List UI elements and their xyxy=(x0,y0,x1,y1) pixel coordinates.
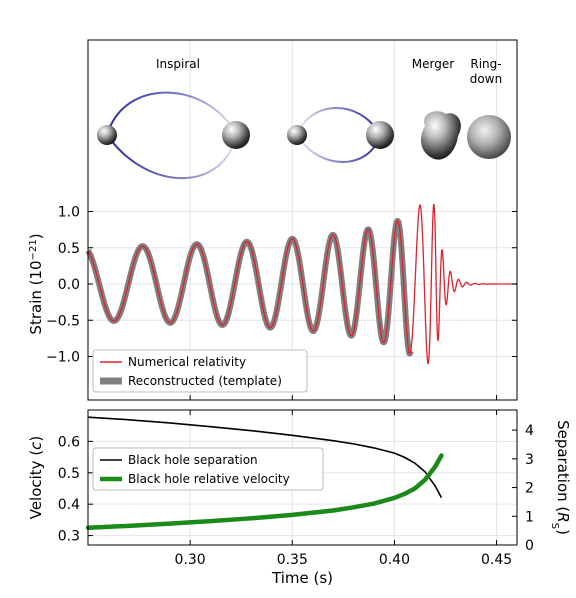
ringdown-black-hole xyxy=(467,115,511,159)
strain-panel: Inspiral Merger Ring-down 1.0 0.5 0.0 −0.5 −1.… xyxy=(27,39,518,401)
separation-y-tick-label: 0 xyxy=(525,538,534,554)
legend-template-label: Reconstructed (template) xyxy=(128,374,282,388)
separation-axis-label: Separation (RS) xyxy=(550,420,573,535)
separation-line xyxy=(87,416,443,498)
strain-legend-box xyxy=(92,349,308,393)
strain-axis-label: Strain (10−21) xyxy=(27,233,45,334)
strain-y-tick-label: 0.0 xyxy=(58,277,80,293)
velocity-legend-box xyxy=(92,447,324,491)
black-hole-small-2 xyxy=(287,125,307,145)
velocity-y-tick-label: 0.5 xyxy=(58,466,80,482)
black-hole-large-1 xyxy=(222,121,250,149)
phase-annotation: Ring-down xyxy=(470,57,502,86)
velocity-plot-frame xyxy=(87,409,518,546)
separation-y-tick-label: 1 xyxy=(525,509,534,525)
separation-y-tick-label: 3 xyxy=(525,452,534,468)
time-x-ticks: 0.30 0.35 0.40 0.45 xyxy=(175,410,512,568)
legend-velocity-label: Black hole relative velocity xyxy=(128,472,290,486)
numerical-relativity-line xyxy=(87,203,518,365)
phase-annotation: Merger xyxy=(412,57,454,71)
separation-y-tick-label: 2 xyxy=(525,481,534,497)
strain-legend: Numerical relativity Reconstructed (temp… xyxy=(92,349,308,393)
velocity-legend: Black hole separation Black hole relativ… xyxy=(92,447,324,491)
phase-annotation: Inspiral xyxy=(156,57,200,71)
strain-y-tick-label: −0.5 xyxy=(46,313,80,329)
velocity-y-ticks: 0.3 0.4 0.5 0.6 xyxy=(58,434,93,545)
velocity-y-tick-label: 0.6 xyxy=(58,434,80,450)
velocity-line xyxy=(85,453,444,530)
phase-annotations: Inspiral Merger Ring-down xyxy=(156,57,502,86)
time-x-tick-label: 0.30 xyxy=(175,552,206,568)
time-x-tick-label: 0.40 xyxy=(379,552,410,568)
legend-separation-label: Black hole separation xyxy=(128,453,258,467)
strain-y-ticks: 1.0 0.5 0.0 −0.5 −1.0 xyxy=(46,205,517,400)
velocity-y-tick-label: 0.3 xyxy=(58,529,80,545)
strain-y-tick-label: 0.5 xyxy=(58,241,80,257)
time-x-tick-label: 0.35 xyxy=(277,552,308,568)
black-hole-small-1 xyxy=(97,125,117,145)
time-axis-label: Time (s) xyxy=(271,569,333,587)
velocity-panel: 0.30 0.35 0.40 0.45 0.3 0.4 0.5 0.6 0 1 2 3 4 Time… xyxy=(27,409,573,587)
velocity-axis-label: Velocity (c) xyxy=(27,436,45,520)
separation-y-ticks: 0 1 2 3 4 xyxy=(512,423,534,554)
strain-plot-frame xyxy=(87,39,518,401)
black-hole-large-2 xyxy=(366,121,394,149)
binary-illustration xyxy=(97,91,511,180)
time-x-tick-label: 0.45 xyxy=(481,552,512,568)
legend-numerical-relativity-label: Numerical relativity xyxy=(128,355,246,369)
inspiral-orbit-1 xyxy=(106,91,238,180)
separation-y-tick-label: 4 xyxy=(525,423,534,439)
strain-y-tick-label: 1.0 xyxy=(58,205,80,221)
velocity-y-tick-label: 0.4 xyxy=(58,497,80,513)
merger-black-hole xyxy=(420,111,461,160)
template-waveform-line xyxy=(85,217,414,357)
strain-y-tick-label: −1.0 xyxy=(46,350,80,366)
